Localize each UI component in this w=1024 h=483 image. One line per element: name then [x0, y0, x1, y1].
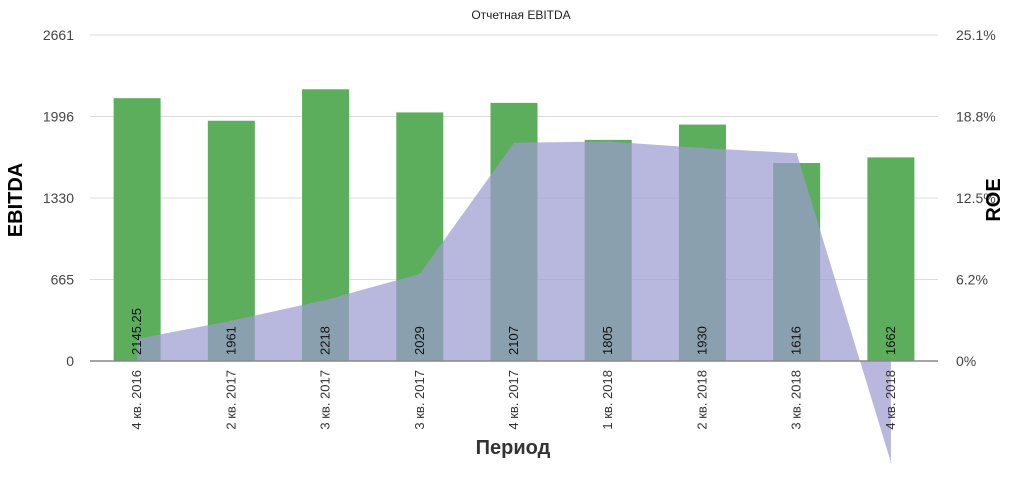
y-tick-label: 665: [51, 272, 75, 288]
roe-point: [796, 152, 798, 154]
category-labels: 4 кв. 2016 2 кв. 2017 3 кв. 2017 3 кв. 2017…: [129, 370, 898, 430]
y-tick-label: 1996: [43, 109, 74, 125]
category-label: 4 кв. 2016: [129, 370, 144, 430]
data-label: 1805: [600, 326, 615, 355]
data-label: 2218: [318, 326, 333, 355]
y2-tick-label: 0%: [956, 353, 976, 369]
roe-area: [136, 141, 892, 463]
roe-point: [607, 141, 609, 143]
y-tick-label: 0: [66, 353, 74, 369]
category-label: 2 кв. 2018: [694, 370, 709, 430]
category-label: 4 кв. 2018: [883, 370, 898, 430]
data-label: 2029: [412, 326, 427, 355]
data-label: 1616: [789, 326, 804, 355]
ebitda-bar: [867, 157, 915, 361]
roe-point: [419, 273, 421, 275]
right-axis-ticks: 0% 6.2% 12.5% 18.8% 25.1%: [956, 27, 996, 369]
roe-point: [230, 320, 232, 322]
roe-point: [325, 299, 327, 301]
roe-point: [513, 142, 515, 144]
roe-point: [701, 147, 703, 149]
y2-tick-label: 18.8%: [956, 109, 996, 125]
category-label: 1 кв. 2018: [600, 370, 615, 430]
data-label: 1961: [223, 326, 238, 355]
data-label: 2145.25: [129, 308, 144, 355]
y-tick-label: 2661: [43, 27, 74, 43]
chart-title: Отчетная EBITDA: [471, 8, 570, 22]
roe-area-shape: [137, 141, 891, 463]
data-label: 2107: [506, 326, 521, 355]
x-axis-title: Период: [476, 437, 551, 459]
roe-point: [136, 338, 138, 340]
roe-point: [890, 461, 892, 463]
data-label: 1930: [694, 326, 709, 355]
y2-tick-label: 6.2%: [956, 272, 988, 288]
category-label: 3 кв. 2017: [412, 370, 427, 430]
left-axis-title: EBITDA: [5, 163, 27, 237]
y2-tick-label: 12.5%: [956, 190, 996, 206]
category-label: 3 кв. 2018: [789, 370, 804, 430]
right-axis-title: ROE: [983, 178, 1005, 221]
category-label: 3 кв. 2017: [318, 370, 333, 430]
y2-tick-label: 25.1%: [956, 27, 996, 43]
y-tick-label: 1330: [43, 190, 74, 206]
category-label: 4 кв. 2017: [506, 370, 521, 430]
left-axis-ticks: 0 665 1330 1996 2661: [43, 27, 74, 369]
ebitda-bar: [113, 98, 161, 362]
category-label: 2 кв. 2017: [223, 370, 238, 430]
data-labels: 2145.25 1961 2218 2029 2107 1805 1930 1616 1662: [129, 308, 898, 355]
data-label: 1662: [883, 326, 898, 355]
